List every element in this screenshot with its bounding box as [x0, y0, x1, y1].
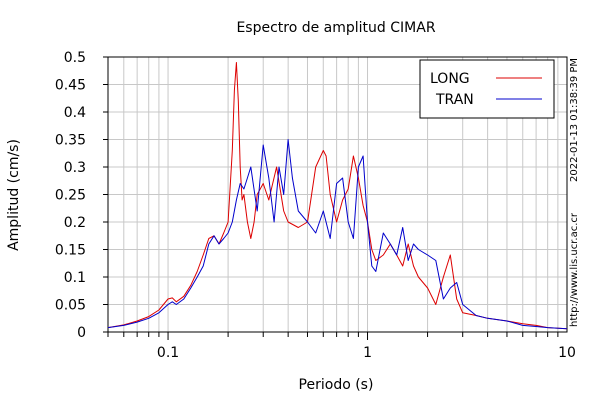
y-tick-label: 0.15: [55, 243, 86, 259]
y-tick-label: 0.05: [55, 298, 86, 314]
y-axis-title: Amplitud (cm/s): [6, 139, 22, 251]
url-label: http://www.lis.ucr.ac.cr: [569, 212, 580, 327]
legend: LONG TRAN: [419, 59, 555, 119]
series-line-long: [107, 62, 568, 330]
axis-ticks: 0 0.05 0.1 0.15 0.2 0.25 0.3 0.35 0.4 0.45 0.5 0.1 1…: [55, 50, 576, 361]
legend-label-long: LONG: [430, 71, 470, 87]
y-tick-label: 0.35: [55, 133, 86, 149]
x-tick-label: 10: [558, 345, 576, 361]
x-tick-label: 0.1: [157, 345, 179, 361]
y-tick-label: 0.1: [64, 270, 86, 286]
chart-title: Espectro de amplitud CIMAR: [236, 20, 435, 36]
y-tick-label: 0: [77, 325, 86, 341]
y-tick-label: 0.3: [64, 160, 86, 176]
legend-box: [419, 59, 555, 119]
series-line-tran: [107, 139, 568, 330]
timestamp-label: 2022-01-13 01:38:39 PM: [569, 58, 580, 182]
x-axis-title: Periodo (s): [299, 377, 374, 393]
x-tick-label: 1: [363, 345, 372, 361]
y-tick-label: 0.45: [55, 78, 86, 94]
y-tick-label: 0.4: [64, 105, 86, 121]
legend-label-tran: TRAN: [435, 92, 474, 108]
y-tick-label: 0.5: [64, 50, 86, 66]
series-lines: [107, 62, 568, 330]
y-tick-label: 0.2: [64, 215, 86, 231]
y-tick-label: 0.25: [55, 188, 86, 204]
